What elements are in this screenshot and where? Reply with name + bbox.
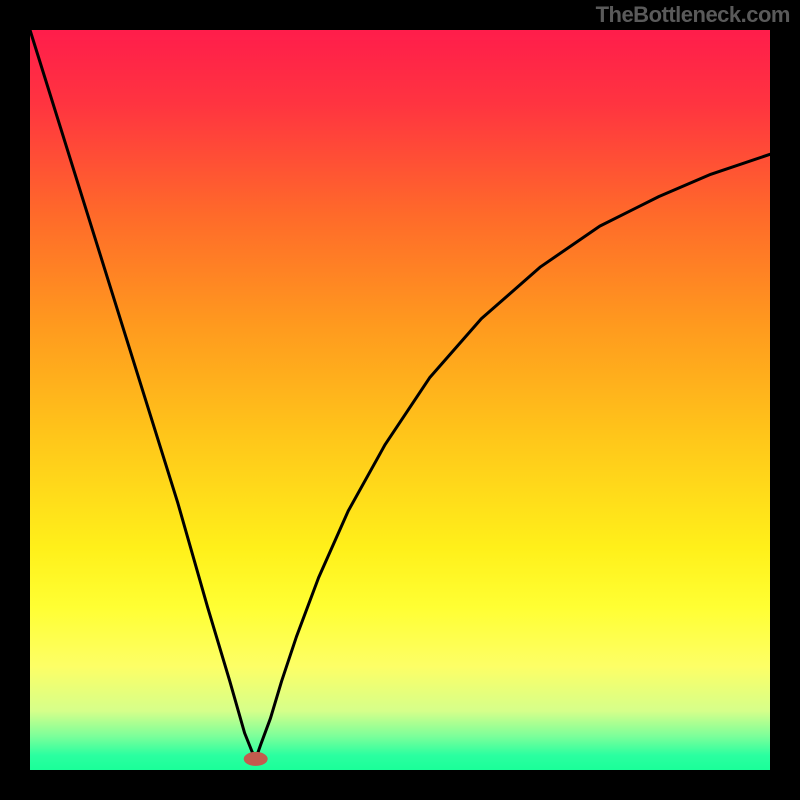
- bottleneck-chart: [0, 0, 800, 800]
- optimal-point-marker: [244, 752, 268, 766]
- watermark-text: TheBottleneck.com: [596, 2, 790, 28]
- chart-plot-area: [30, 30, 770, 770]
- chart-container: TheBottleneck.com: [0, 0, 800, 800]
